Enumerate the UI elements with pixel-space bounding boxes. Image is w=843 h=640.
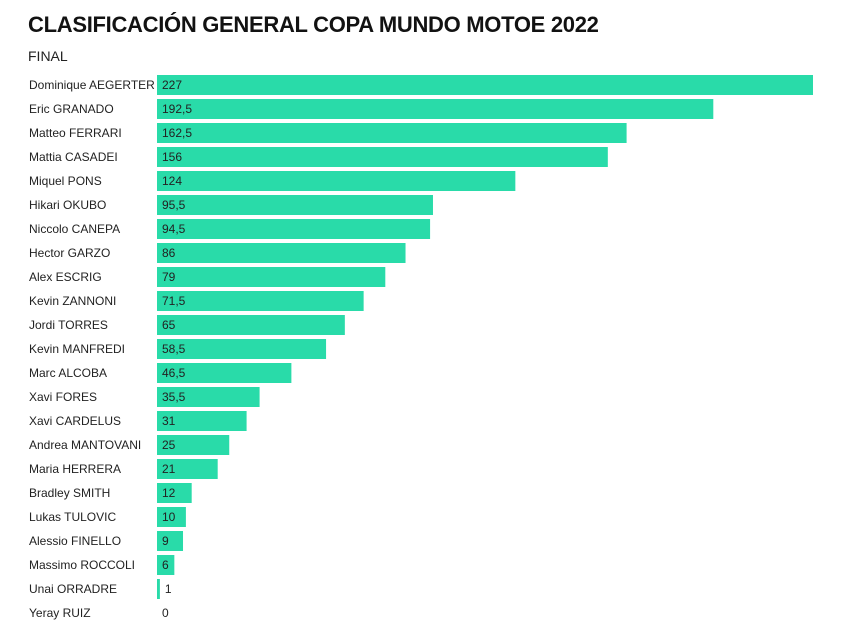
bar (157, 99, 714, 119)
category-label: Matteo FERRARI (29, 126, 122, 140)
bar (157, 579, 160, 599)
value-label: 227 (162, 78, 182, 92)
category-label: Hector GARZO (29, 246, 110, 260)
value-label: 10 (162, 510, 176, 524)
bar-row: Alex ESCRIG 79 (29, 267, 386, 287)
bar (157, 459, 218, 479)
value-label: 31 (162, 414, 176, 428)
value-label: 25 (162, 438, 176, 452)
bar-row: Hikari OKUBO 95,5 (29, 195, 433, 215)
bar (157, 435, 230, 455)
bar-row: Kevin ZANNONI 71,5 (29, 291, 364, 311)
bar (157, 219, 431, 239)
bar-row: Bradley SMITH 12 (29, 483, 192, 503)
bar (157, 531, 184, 551)
category-label: Mattia CASADEI (29, 150, 118, 164)
bar-row: Yeray RUIZ 0 (29, 606, 169, 620)
value-label: 95,5 (162, 198, 186, 212)
value-label: 79 (162, 270, 176, 284)
bar (157, 171, 516, 191)
value-label: 58,5 (162, 342, 186, 356)
bar-row: Kevin MANFREDI 58,5 (29, 339, 327, 359)
bar-row: Xavi FORES 35,5 (29, 387, 260, 407)
bar-row: Hector GARZO 86 (29, 243, 406, 263)
bar (157, 363, 292, 383)
category-label: Marc ALCOBA (29, 366, 107, 380)
bar-row: Massimo ROCCOLI 6 (29, 555, 175, 575)
bar (157, 147, 608, 167)
category-label: Unai ORRADRE (29, 582, 117, 596)
bar (157, 483, 192, 503)
value-label: 46,5 (162, 366, 186, 380)
value-label: 86 (162, 246, 176, 260)
category-label: Xavi CARDELUS (29, 414, 121, 428)
bar-row: Xavi CARDELUS 31 (29, 411, 247, 431)
bar (157, 507, 186, 527)
category-label: Lukas TULOVIC (29, 510, 116, 524)
bar (157, 243, 406, 263)
value-label: 162,5 (162, 126, 192, 140)
category-label: Jordi TORRES (29, 318, 108, 332)
bar (157, 75, 813, 95)
bar-row: Lukas TULOVIC 10 (29, 507, 186, 527)
category-label: Dominique AEGERTER (29, 78, 155, 92)
category-label: Andrea MANTOVANI (29, 438, 141, 452)
chart-title: CLASIFICACIÓN GENERAL COPA MUNDO MOTOE 2… (28, 12, 599, 37)
bar (157, 339, 327, 359)
category-label: Miquel PONS (29, 174, 102, 188)
category-label: Alessio FINELLO (29, 534, 121, 548)
chart-subtitle: FINAL (28, 48, 68, 64)
bar-row: Andrea MANTOVANI 25 (29, 435, 230, 455)
value-label: 0 (162, 606, 169, 620)
category-label: Massimo ROCCOLI (29, 558, 135, 572)
bar-row: Jordi TORRES 65 (29, 315, 345, 335)
bar-row: Marc ALCOBA 46,5 (29, 363, 292, 383)
bar-row: Miquel PONS 124 (29, 171, 516, 191)
bar (157, 387, 260, 407)
bar (157, 291, 364, 311)
bar (157, 411, 247, 431)
bar-row: Eric GRANADO 192,5 (29, 99, 714, 119)
category-label: Niccolo CANEPA (29, 222, 120, 236)
category-label: Yeray RUIZ (29, 606, 91, 620)
bar-row: Alessio FINELLO 9 (29, 531, 184, 551)
value-label: 71,5 (162, 294, 186, 308)
category-label: Bradley SMITH (29, 486, 110, 500)
category-label: Xavi FORES (29, 390, 97, 404)
category-label: Kevin ZANNONI (29, 294, 116, 308)
value-label: 6 (162, 558, 169, 572)
bar-row: Dominique AEGERTER 227 (29, 75, 813, 95)
bar (157, 315, 345, 335)
bar (157, 123, 627, 143)
bar (157, 555, 175, 575)
category-label: Maria HERRERA (29, 462, 121, 476)
category-label: Hikari OKUBO (29, 198, 106, 212)
category-label: Alex ESCRIG (29, 270, 102, 284)
value-label: 12 (162, 486, 176, 500)
bar-row: Maria HERRERA 21 (29, 459, 218, 479)
category-label: Kevin MANFREDI (29, 342, 125, 356)
value-label: 192,5 (162, 102, 192, 116)
bar-group: Dominique AEGERTER 227 Eric GRANADO 192,5 Ma… (29, 75, 813, 620)
bar-row: Niccolo CANEPA 94,5 (29, 219, 431, 239)
bar-row: Mattia CASADEI 156 (29, 147, 608, 167)
value-label: 124 (162, 174, 182, 188)
bar-row: Matteo FERRARI 162,5 (29, 123, 627, 143)
value-label: 9 (162, 534, 169, 548)
value-label: 94,5 (162, 222, 186, 236)
value-label: 65 (162, 318, 176, 332)
value-label: 35,5 (162, 390, 186, 404)
bar (157, 195, 433, 215)
value-label: 21 (162, 462, 176, 476)
category-label: Eric GRANADO (29, 102, 114, 116)
value-label: 156 (162, 150, 182, 164)
bar-row: Unai ORRADRE 1 (29, 579, 172, 599)
bar (157, 267, 386, 287)
value-label: 1 (165, 582, 172, 596)
